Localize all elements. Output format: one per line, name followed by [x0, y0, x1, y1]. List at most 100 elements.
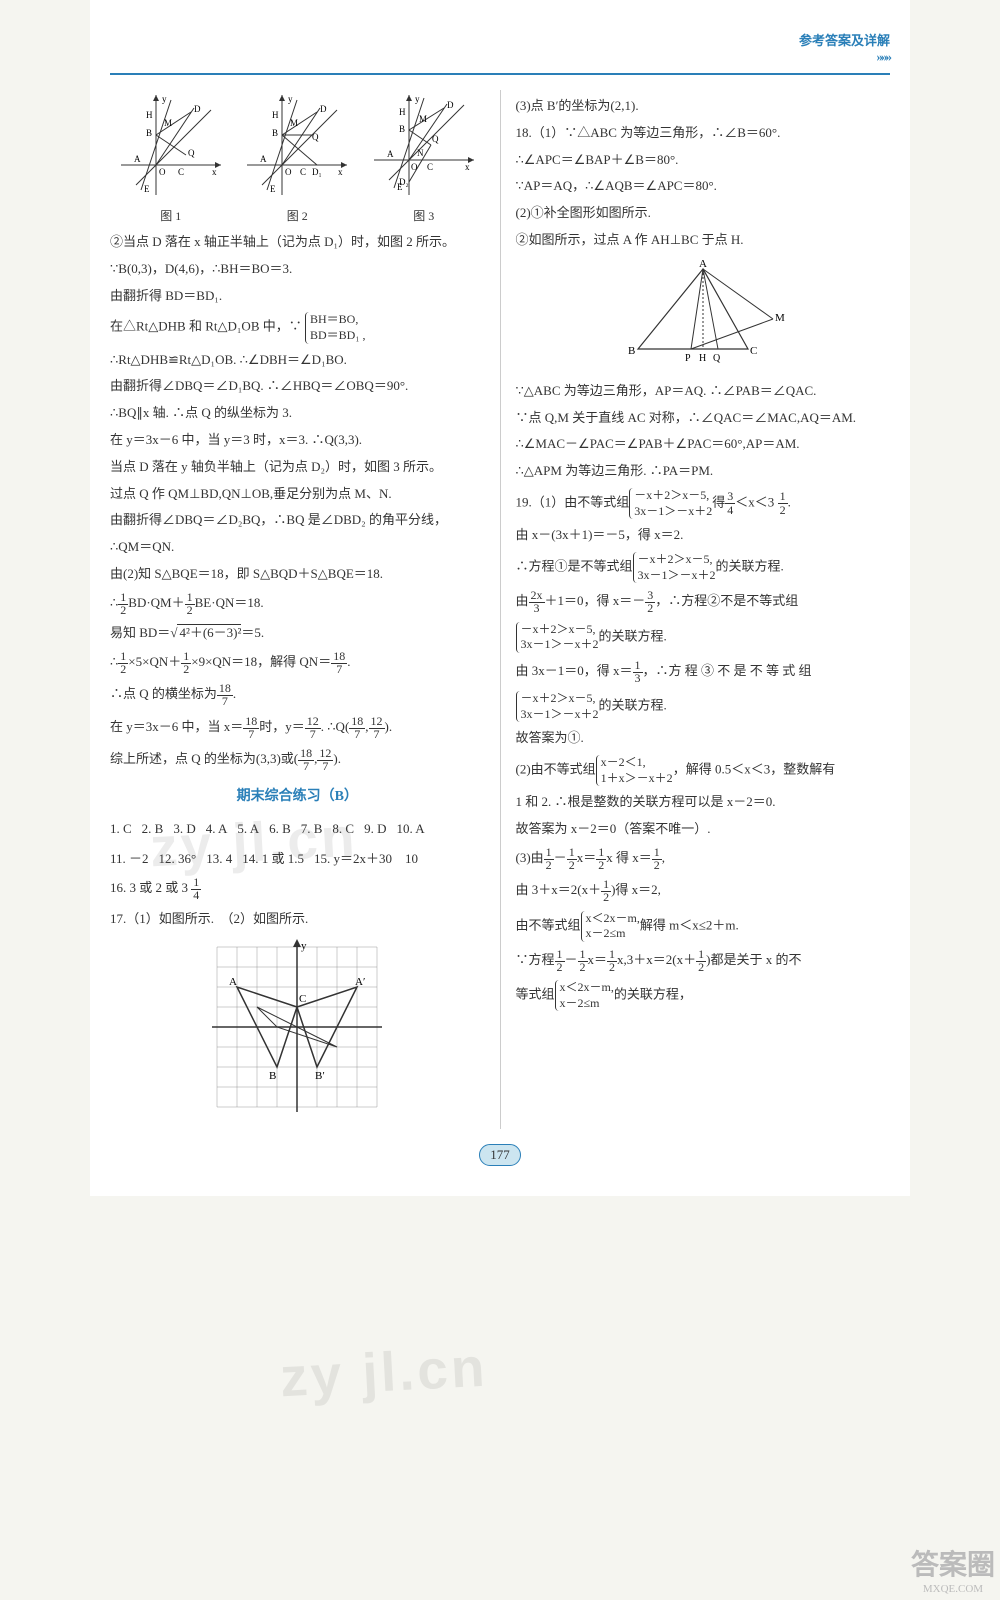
fig-label-2: 图 2: [237, 207, 359, 224]
page-number: 177: [110, 1144, 890, 1166]
svg-text:A: A: [387, 149, 394, 159]
text-line: 过点 Q 作 QM⊥BD,QN⊥OB,垂足分别为点 M、N.: [110, 484, 485, 505]
svg-text:A′: A′: [355, 976, 365, 988]
text-line: 由不等式组x＜2x－m,x－2≤m解得 m＜x≤2＋m.: [516, 911, 891, 942]
text-line: (2)①补全图形如图所示.: [516, 203, 891, 224]
text-line: (2)由不等式组x－2＜1,1＋x＞－x＋2，解得 0.5＜x＜3，整数解有: [516, 755, 891, 786]
right-column: (3)点 B′的坐标为(2,1). 18.（1）∵△ABC 为等边三角形，∴∠B…: [516, 90, 891, 1129]
text-line: ∴12BD·QM＋12BE·QN＝18.: [110, 591, 485, 617]
text-line: (3)点 B′的坐标为(2,1).: [516, 96, 891, 117]
svg-text:B′: B′: [315, 1070, 325, 1082]
svg-text:y: y: [288, 94, 293, 104]
svg-text:D: D: [447, 100, 454, 110]
svg-text:x: x: [212, 167, 217, 177]
svg-text:P: P: [685, 353, 691, 364]
figure-3: AOC xB HD MN QE D₂y 图 3: [363, 90, 485, 224]
text-line: ∴12×5×QN＋12×9×QN＝18，解得 QN＝187.: [110, 650, 485, 676]
svg-text:B: B: [628, 345, 635, 357]
text-line: ∵方程12－12x＝12x,3＋x＝2(x＋12)都是关于 x 的不: [516, 948, 891, 974]
svg-text:A: A: [229, 976, 237, 988]
text-line: 由 3x－1＝0，得 x＝13，∴方 程 ③ 不 是 不 等 式 组: [516, 659, 891, 685]
svg-text:O: O: [411, 162, 418, 172]
svg-text:M: M: [164, 118, 172, 128]
text-line: 在 y＝3x－6 中，当 y＝3 时，x＝3. ∴Q(3,3).: [110, 430, 485, 451]
svg-text:C: C: [750, 345, 757, 357]
text-line: 由2x3＋1＝0，得 x＝－32，∴方程②不是不等式组: [516, 589, 891, 615]
fig-label-3: 图 3: [363, 207, 485, 224]
text-line: ∴QM＝QN.: [110, 537, 485, 558]
svg-text:E: E: [144, 184, 150, 194]
svg-text:H: H: [146, 110, 153, 120]
text-line: 由(2)知 S△BQE＝18，即 S△BQD＋S△BQE＝18.: [110, 564, 485, 585]
svg-text:y: y: [301, 940, 307, 952]
text-line: 综上所述，点 Q 的坐标为(3,3)或(187,127).: [110, 747, 485, 773]
figure-2: AOC D₁x BH DM QE y 图 2: [237, 90, 359, 224]
text-line: ②当点 D 落在 x 轴正半轴上（记为点 D₁）时，如图 2 所示。: [110, 232, 485, 253]
svg-text:Q: Q: [312, 132, 319, 142]
svg-text:A: A: [260, 154, 267, 164]
svg-text:y: y: [415, 94, 420, 104]
svg-text:B: B: [269, 1070, 276, 1082]
svg-text:D: D: [320, 104, 327, 114]
watermark: zy jl.cn: [278, 1335, 488, 1410]
figure-1: AOC xB HD MQ Ey 图 1: [110, 90, 232, 224]
text-line: 易知 BD＝√4²＋(6－3)²＝5.: [110, 623, 485, 644]
svg-text:Q: Q: [713, 353, 721, 364]
brand-line1: 答案圈: [911, 1543, 995, 1583]
text-line: ∵△ABC 为等边三角形，AP＝AQ. ∴∠PAB＝∠QAC.: [516, 381, 891, 402]
answer-row: 1. C2. B3. D4. A5. A6. B7. B8. C9. D10. …: [110, 817, 485, 840]
text-line: 19.（1）由不等式组－x＋2＞x－5,3x－1＞－x＋2得34＜x＜3 12.: [516, 488, 891, 519]
svg-text:B: B: [399, 124, 405, 134]
fig-label-1: 图 1: [110, 207, 232, 224]
column-divider: [500, 90, 501, 1129]
answer-row: 11. －212. 36°13. 414. 1 或 1.515. y＝2x＋30…: [110, 847, 485, 870]
text-line: ∵AP＝AQ，∴∠AQB＝∠APC＝80°.: [516, 176, 891, 197]
svg-text:y: y: [162, 94, 167, 104]
svg-text:A: A: [134, 154, 141, 164]
text-line: ∴BQ∥x 轴. ∴点 Q 的纵坐标为 3.: [110, 403, 485, 424]
text-line: 等式组x＜2x－m,x－2≤m的关联方程，: [516, 980, 891, 1011]
svg-text:B: B: [272, 128, 278, 138]
svg-text:H: H: [272, 110, 279, 120]
svg-text:x: x: [338, 167, 343, 177]
svg-text:Q: Q: [432, 134, 439, 144]
grid-figure: A B C A′ B′ y: [110, 937, 485, 1121]
text-line: 由 3＋x＝2(x＋12)得 x＝2,: [516, 878, 891, 904]
svg-text:D₂: D₂: [399, 177, 409, 187]
text-line: 由翻折得∠DBQ＝∠D₁BQ. ∴∠HBQ＝∠OBQ＝90°.: [110, 376, 485, 397]
header-title: 参考答案及详解: [799, 33, 890, 48]
text-line: ∵点 Q,M 关于直线 AC 对称，∴∠QAC＝∠MAC,AQ＝AM.: [516, 408, 891, 429]
svg-text:D₁: D₁: [312, 167, 322, 177]
text-line: 故答案为①.: [516, 728, 891, 749]
text-line: ∴方程①是不等式组－x＋2＞x－5,3x－1＞－x＋2的关联方程.: [516, 552, 891, 583]
svg-text:C: C: [299, 993, 306, 1005]
text-line: 由翻折得 BD＝BD₁.: [110, 286, 485, 307]
svg-text:N: N: [417, 148, 424, 158]
text-line: 当点 D 落在 y 轴负半轴上（记为点 D₂）时，如图 3 所示。: [110, 457, 485, 478]
svg-text:D: D: [194, 104, 201, 114]
text-line: ∴∠MAC－∠PAC＝∠PAB＋∠PAC＝60°,AP＝AM.: [516, 434, 891, 455]
triangle-figure: AB CM PHQ: [516, 259, 891, 373]
text-line: ∴∠APC＝∠BAP＋∠B＝80°.: [516, 150, 891, 171]
svg-text:E: E: [270, 184, 276, 194]
header-chevrons: »»»: [877, 49, 891, 64]
left-column: AOC xB HD MQ Ey 图 1 AOC: [110, 90, 485, 1129]
svg-text:B: B: [146, 128, 152, 138]
text-line: ②如图所示，过点 A 作 AH⊥BC 于点 H.: [516, 230, 891, 251]
svg-text:O: O: [285, 167, 292, 177]
text-line: ∵B(0,3)，D(4,6)，∴BH＝BO＝3.: [110, 259, 485, 280]
text-line: －x＋2＞x－5,3x－1＞－x＋2的关联方程.: [516, 691, 891, 722]
text-line: (3)由12－12x＝12x 得 x＝12,: [516, 846, 891, 872]
svg-text:M: M: [775, 312, 785, 324]
svg-text:H: H: [399, 107, 406, 117]
svg-text:C: C: [300, 167, 306, 177]
svg-text:Q: Q: [188, 148, 195, 158]
figure-row: AOC xB HD MQ Ey 图 1 AOC: [110, 90, 485, 224]
text-line: 由 x－(3x＋1)＝－5，得 x＝2.: [516, 525, 891, 546]
brand-line2: MXQE.COM: [911, 1583, 995, 1595]
brand-logo: 答案圈 MXQE.COM: [911, 1543, 995, 1595]
answer-row: 16. 3 或 2 或 3 14: [110, 876, 485, 902]
text-line: 故答案为 x－2＝0（答案不唯一）.: [516, 819, 891, 840]
svg-text:C: C: [178, 167, 184, 177]
page-header: 参考答案及详解 »»»: [110, 30, 890, 75]
